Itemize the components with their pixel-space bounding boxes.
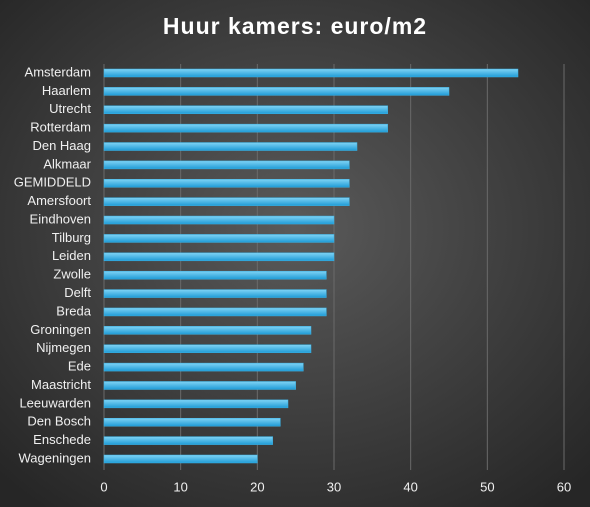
x-tick-label: 30	[327, 479, 341, 494]
y-tick-label: Enschede	[33, 432, 91, 447]
bar	[103, 326, 312, 335]
y-tick-label: Ede	[68, 359, 91, 374]
bar	[103, 454, 258, 464]
y-tick-label: Haarlem	[42, 83, 91, 98]
bar	[103, 123, 388, 133]
y-tick-label: GEMIDDELD	[14, 175, 91, 190]
y-tick-label: Rotterdam	[30, 120, 91, 135]
bar	[103, 252, 335, 262]
bar	[103, 179, 350, 188]
bar	[103, 289, 327, 298]
x-tick-label: 40	[403, 479, 417, 494]
y-tick-label: Tilburg	[52, 230, 91, 245]
y-tick-label: Breda	[56, 303, 91, 318]
y-tick-label: Nijmegen	[36, 340, 91, 355]
y-tick-label: Utrecht	[49, 101, 91, 116]
bar	[103, 68, 519, 78]
x-tick-label: 60	[557, 479, 571, 494]
bar	[103, 344, 312, 353]
chart-title: Huur kamers: euro/m2	[163, 13, 427, 39]
x-tick-label: 10	[173, 479, 187, 494]
bar	[103, 87, 450, 96]
bar	[103, 270, 327, 280]
x-tick-label: 0	[100, 479, 107, 494]
bar	[103, 160, 350, 170]
bar	[103, 142, 358, 151]
bar	[103, 307, 327, 317]
y-tick-label: Leiden	[52, 248, 91, 263]
bar	[103, 105, 388, 115]
y-tick-label: Den Haag	[32, 138, 91, 153]
x-tick-label: 50	[480, 479, 494, 494]
y-tick-label: Leeuwarden	[19, 395, 91, 410]
bar	[103, 215, 335, 225]
bar	[103, 362, 304, 372]
y-tick-label: Amsterdam	[25, 64, 91, 79]
bar	[103, 197, 350, 206]
y-tick-label: Groningen	[30, 322, 91, 337]
bar	[103, 381, 296, 390]
bar	[103, 417, 281, 427]
y-tick-label: Amersfoort	[27, 193, 91, 208]
bar	[103, 234, 335, 243]
y-tick-label: Alkmaar	[43, 156, 91, 171]
y-tick-label: Wageningen	[18, 450, 91, 465]
y-tick-label: Delft	[64, 285, 91, 300]
bar	[103, 436, 273, 445]
x-tick-label: 20	[250, 479, 264, 494]
y-tick-label: Eindhoven	[30, 211, 91, 226]
bar	[103, 399, 289, 409]
y-tick-label: Zwolle	[53, 267, 91, 282]
y-tick-label: Maastricht	[31, 377, 91, 392]
y-tick-label: Den Bosch	[27, 414, 91, 429]
